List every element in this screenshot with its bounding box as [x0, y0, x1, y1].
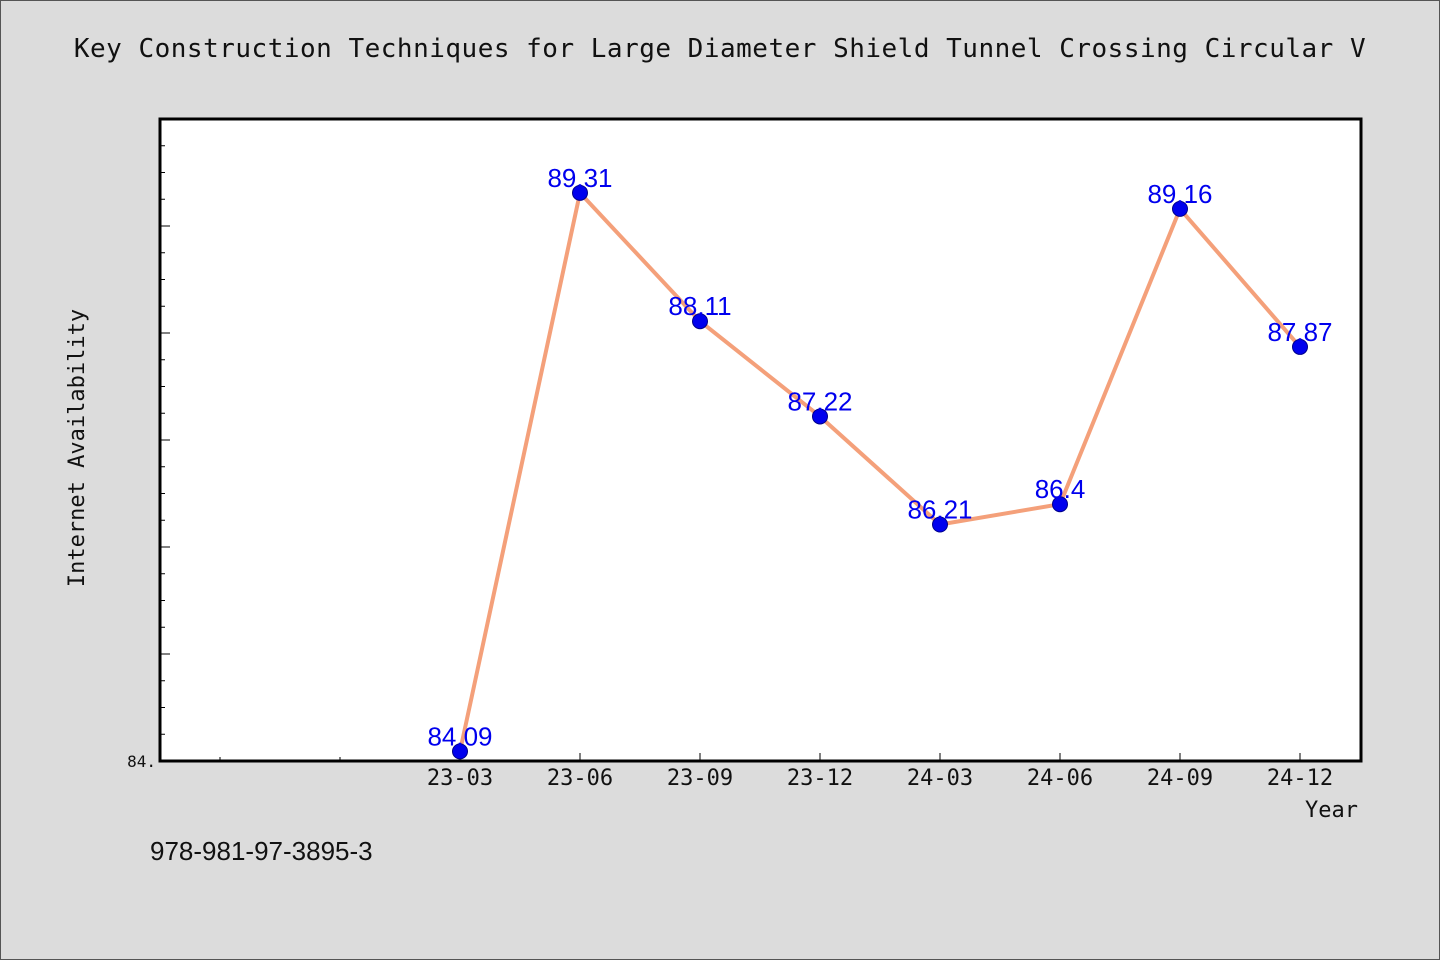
y-axis-ticks: 84.	[127, 118, 170, 771]
data-point	[1292, 338, 1308, 355]
x-axis-ticks: 23-03 23-06 23-09 23-12 24-03 24-06 24-09 24-12	[219, 753, 1333, 791]
data-label: 86.4	[1035, 474, 1086, 504]
data-point	[932, 516, 948, 533]
data-label: 88.11	[668, 291, 731, 321]
data-point	[1052, 496, 1068, 513]
series-line	[458, 190, 1302, 754]
x-tick-label: 23-06	[547, 766, 613, 791]
data-label: 86.21	[907, 495, 972, 525]
data-point	[1172, 200, 1188, 217]
data-label: 87.22	[787, 386, 852, 416]
data-label: 89.16	[1147, 179, 1212, 209]
data-point	[692, 313, 708, 330]
data-point	[452, 743, 468, 760]
data-labels-group: 84.09 89.31 88.11 87.22 86.21 86.4 89.16 87.87	[427, 163, 1332, 752]
x-tick-label: 23-09	[667, 766, 733, 791]
data-label: 89.31	[547, 163, 612, 193]
x-tick-label: 23-03	[427, 766, 493, 791]
x-tick-label: 24-12	[1267, 766, 1333, 791]
markers-group	[452, 184, 1308, 760]
x-axis-label: Year	[1305, 798, 1358, 823]
data-label: 84.09	[427, 721, 492, 751]
x-tick-label: 24-06	[1027, 766, 1093, 791]
x-tick-label: 24-03	[907, 766, 973, 791]
x-tick-label: 24-09	[1147, 766, 1213, 791]
data-point	[812, 408, 828, 425]
chart-title: Key Construction Techniques for Large Di…	[73, 34, 1367, 64]
data-point	[572, 184, 588, 201]
series-line-group	[458, 190, 1302, 754]
plot-area	[158, 117, 1363, 763]
x-tick-label: 23-12	[787, 766, 853, 791]
y-axis-label: Internet Availability	[65, 309, 90, 587]
y-tick-label: 84.	[127, 752, 156, 771]
data-label: 87.87	[1267, 317, 1332, 347]
isbn-text: 978-981-97-3895-3	[150, 836, 373, 866]
